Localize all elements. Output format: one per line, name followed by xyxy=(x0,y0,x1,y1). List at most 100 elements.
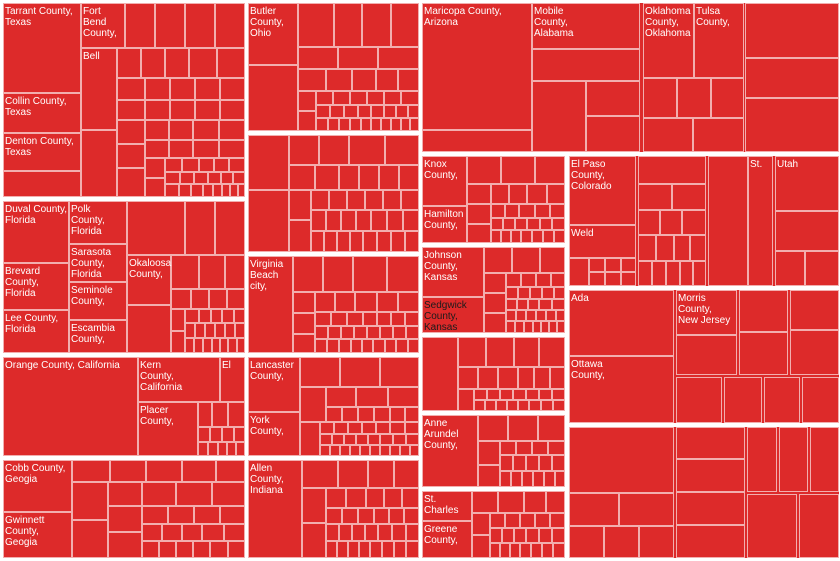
treemap-cell[interactable] xyxy=(639,526,674,558)
treemap-cell[interactable] xyxy=(211,309,222,323)
treemap-cell[interactable] xyxy=(410,445,419,456)
treemap-cell[interactable] xyxy=(165,172,180,184)
treemap-cell[interactable] xyxy=(356,387,388,407)
treemap-cell[interactable] xyxy=(212,482,245,506)
treemap-cell[interactable] xyxy=(193,140,219,158)
treemap-cell[interactable] xyxy=(377,292,398,312)
treemap-cell[interactable] xyxy=(379,165,399,190)
treemap-cell[interactable] xyxy=(213,184,222,197)
treemap-cell[interactable] xyxy=(347,190,365,210)
treemap-cell-gwinnett[interactable] xyxy=(3,512,72,558)
treemap-cell[interactable] xyxy=(676,459,745,492)
treemap-cell[interactable] xyxy=(682,210,706,235)
treemap-cell[interactable] xyxy=(191,289,209,309)
treemap-cell[interactable] xyxy=(405,312,419,326)
treemap-cell[interactable] xyxy=(373,339,385,353)
treemap-cell-morris[interactable] xyxy=(676,290,737,335)
treemap-cell[interactable] xyxy=(491,204,505,218)
treemap-cell[interactable] xyxy=(334,3,362,47)
treemap-cell[interactable] xyxy=(248,190,289,252)
treemap-cell[interactable] xyxy=(422,130,532,152)
treemap-cell[interactable] xyxy=(145,120,169,140)
treemap-cell[interactable] xyxy=(374,407,390,422)
treemap-cell[interactable] xyxy=(234,427,245,442)
treemap-cell[interactable] xyxy=(302,460,338,488)
treemap-cell[interactable] xyxy=(693,118,744,152)
treemap-cell[interactable] xyxy=(690,235,706,261)
treemap-cell[interactable] xyxy=(339,524,352,541)
treemap-cell[interactable] xyxy=(526,528,539,543)
treemap-cell[interactable] xyxy=(326,69,352,91)
treemap-cell-okaloosa[interactable] xyxy=(127,255,171,305)
treemap-cell[interactable] xyxy=(338,47,378,69)
treemap-cell[interactable] xyxy=(506,299,517,310)
treemap-cell[interactable] xyxy=(552,389,565,400)
treemap-cell[interactable] xyxy=(293,334,315,353)
treemap-cell[interactable] xyxy=(515,218,527,230)
treemap-cell[interactable] xyxy=(371,118,381,131)
treemap-cell[interactable] xyxy=(569,258,589,286)
treemap-cell[interactable] xyxy=(513,389,526,400)
treemap-cell[interactable] xyxy=(643,118,693,152)
treemap-cell[interactable] xyxy=(350,91,367,105)
treemap-cell[interactable] xyxy=(467,204,491,224)
treemap-cell[interactable] xyxy=(467,156,501,184)
treemap-cell[interactable] xyxy=(210,427,222,442)
treemap-cell[interactable] xyxy=(366,488,384,508)
treemap-cell[interactable] xyxy=(500,455,513,471)
treemap-cell-polk[interactable] xyxy=(69,201,127,244)
treemap-cell[interactable] xyxy=(500,543,510,558)
treemap-cell[interactable] xyxy=(555,471,565,487)
treemap-cell[interactable] xyxy=(347,312,363,326)
treemap-cell[interactable] xyxy=(371,210,387,231)
treemap-cell[interactable] xyxy=(146,460,182,482)
treemap-cell[interactable] xyxy=(391,3,419,47)
treemap-cell[interactable] xyxy=(358,508,374,524)
treemap-cell[interactable] xyxy=(547,184,565,204)
treemap-cell-mobile[interactable] xyxy=(532,3,640,49)
treemap-cell[interactable] xyxy=(500,389,513,400)
treemap-cell[interactable] xyxy=(293,292,315,313)
treemap-cell[interactable] xyxy=(505,513,520,528)
treemap-cell[interactable] xyxy=(378,47,419,69)
treemap-cell[interactable] xyxy=(517,299,528,310)
treemap-cell-maricopa[interactable] xyxy=(422,3,532,130)
treemap-cell[interactable] xyxy=(745,3,839,58)
treemap-cell-escambia[interactable] xyxy=(69,320,127,353)
treemap-cell[interactable] xyxy=(745,98,839,152)
treemap-cell[interactable] xyxy=(484,273,506,293)
treemap-cell[interactable] xyxy=(519,204,535,218)
treemap-cell[interactable] xyxy=(199,158,214,172)
treemap-cell[interactable] xyxy=(478,465,500,487)
treemap-cell[interactable] xyxy=(405,407,419,422)
treemap-cell[interactable] xyxy=(298,91,316,111)
treemap-cell[interactable] xyxy=(521,273,536,287)
treemap-cell[interactable] xyxy=(569,526,604,558)
treemap-cell[interactable] xyxy=(747,494,797,558)
treemap-cell-virginiabeach[interactable] xyxy=(248,256,293,353)
treemap-cell[interactable] xyxy=(182,158,199,172)
treemap-cell[interactable] xyxy=(527,184,547,204)
treemap-cell[interactable] xyxy=(621,258,636,272)
treemap-cell[interactable] xyxy=(171,289,191,309)
treemap-cell[interactable] xyxy=(484,247,512,273)
treemap-cell[interactable] xyxy=(315,339,327,353)
treemap-cell[interactable] xyxy=(302,488,326,523)
treemap-cell[interactable] xyxy=(498,367,518,389)
treemap-cell[interactable] xyxy=(676,335,737,375)
treemap-cell[interactable] xyxy=(518,367,534,389)
treemap-cell[interactable] xyxy=(311,231,324,252)
treemap-cell[interactable] xyxy=(605,258,621,272)
treemap-cell[interactable] xyxy=(141,48,165,78)
treemap-cell[interactable] xyxy=(391,231,405,252)
treemap-cell[interactable] xyxy=(652,261,666,286)
treemap-cell[interactable] xyxy=(380,326,393,339)
treemap-cell[interactable] xyxy=(490,513,505,528)
treemap-cell[interactable] xyxy=(362,422,376,434)
treemap-cell[interactable] xyxy=(390,407,405,422)
treemap-cell[interactable] xyxy=(220,506,245,524)
treemap-cell[interactable] xyxy=(548,441,565,455)
treemap-cell[interactable] xyxy=(516,310,526,321)
treemap-cell[interactable] xyxy=(406,434,419,445)
treemap-cell[interactable] xyxy=(550,513,565,528)
